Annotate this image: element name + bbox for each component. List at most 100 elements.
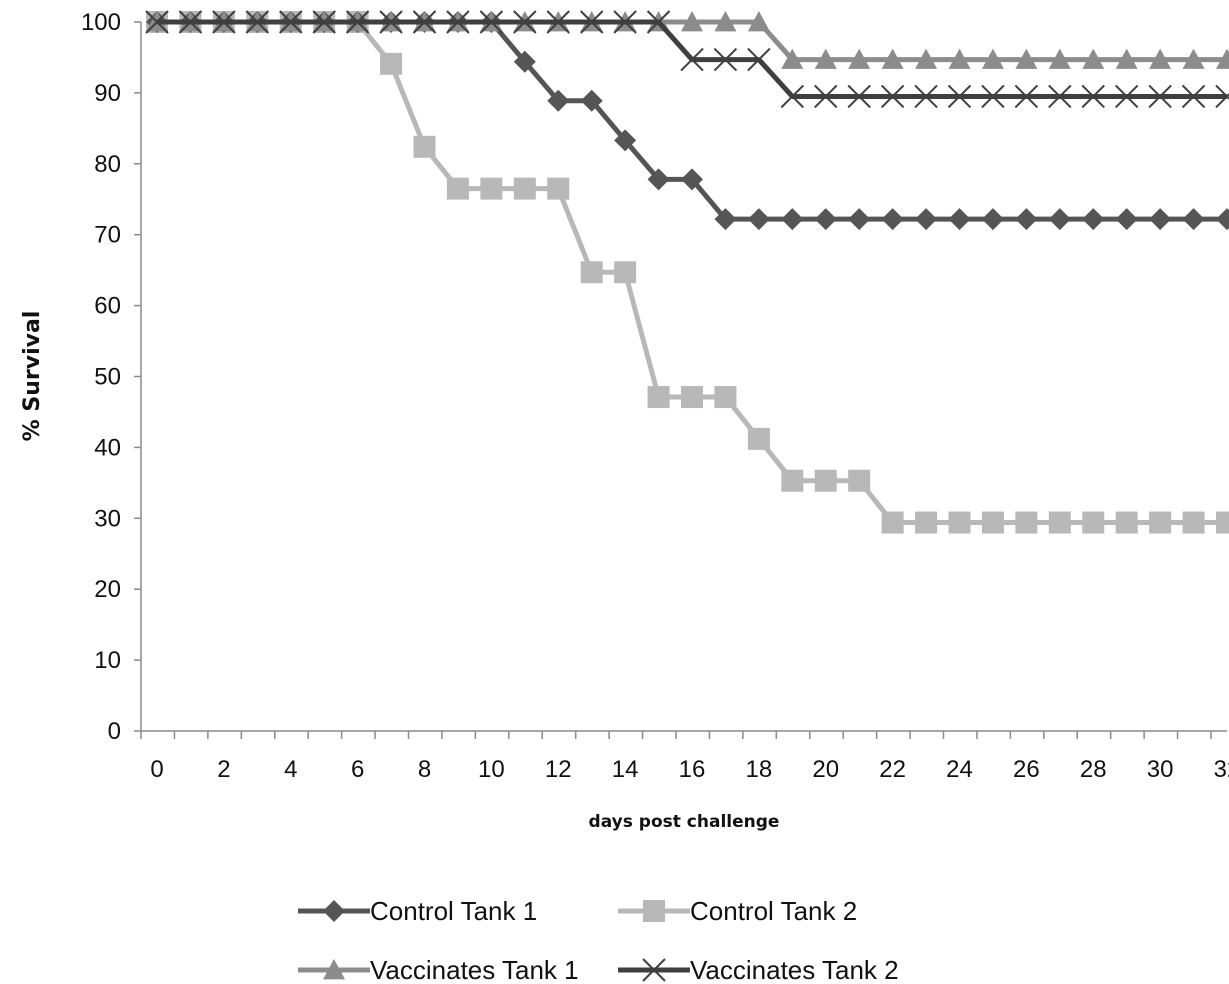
legend-item: Control Tank 2 [618,896,857,926]
x-tick-label: 26 [1013,756,1040,783]
data-point [1149,48,1172,69]
x-tick-label: 18 [746,756,773,783]
data-point [1115,208,1138,231]
data-point [1148,84,1172,109]
data-point [1215,84,1229,109]
data-point [747,11,770,32]
data-point [747,47,771,72]
data-point [1149,208,1172,231]
data-point [1115,48,1138,69]
data-point [547,177,570,200]
x-tick-label: 32 [1214,756,1229,783]
data-point [145,10,169,34]
data-point [781,48,804,69]
data-point [1015,208,1038,231]
data-point [714,208,737,231]
x-tick-label: 22 [879,756,906,783]
y-tick-label: 90 [94,80,121,107]
data-point [814,469,837,492]
legend-item: Vaccinates Tank 1 [298,955,579,984]
data-point [178,10,203,34]
data-point [948,48,971,69]
data-point [948,208,971,231]
data-point [848,208,871,231]
data-point [1216,208,1229,231]
data-point [1081,84,1105,109]
data-point [680,47,704,72]
data-point [681,386,703,409]
x-tick-label: 14 [612,756,639,783]
series-layer [145,10,1229,534]
data-point [446,10,470,34]
x-tick-label: 2 [217,756,230,783]
data-point [245,10,270,34]
data-point [915,208,938,231]
data-point [947,84,972,109]
data-point [981,208,1004,231]
legend-marker [323,900,345,922]
legend-marker [323,959,345,980]
data-point [915,511,938,534]
data-point [580,261,603,284]
data-point [781,469,804,492]
data-point [312,10,336,34]
data-point [781,208,804,231]
data-point [981,84,1005,109]
legend-label: Vaccinates Tank 2 [690,955,899,984]
data-point [647,386,670,409]
data-point [279,10,303,34]
data-point [915,48,938,69]
x-tick-label: 12 [545,756,572,783]
x-tick-label: 0 [150,756,163,783]
y-tick-label: 40 [94,434,121,461]
y-axis-label: % Survival [20,311,45,442]
data-point [881,511,904,534]
data-point [546,10,570,34]
data-point [380,52,403,75]
data-point [847,84,871,109]
y-tick-label: 100 [81,9,121,36]
data-point [547,89,570,112]
data-point [345,10,370,34]
data-point [848,48,871,69]
y-tick-label: 30 [94,505,121,532]
x-tick-label: 8 [418,756,431,783]
y-tick-label: 80 [94,151,121,178]
data-point [1182,208,1205,231]
data-point [1181,84,1206,109]
x-tick-label: 4 [284,756,297,783]
data-point [513,177,536,200]
data-point [1048,511,1071,534]
data-point [1015,48,1038,69]
data-point [814,208,837,231]
data-point [479,10,504,34]
data-point [981,511,1004,534]
data-point [614,129,637,152]
legend-item: Vaccinates Tank 2 [618,955,899,984]
x-tick-label: 30 [1147,756,1174,783]
series-control-tank-1 [146,11,1229,231]
legend-label: Control Tank 2 [690,896,857,926]
x-tick-label: 16 [679,756,706,783]
data-point [646,10,671,34]
data-point [1014,84,1039,109]
y-tick-label: 50 [94,364,121,391]
data-point [1115,511,1138,534]
x-axis-label: days post challenge [589,812,780,832]
data-point [580,89,603,112]
x-tick-label: 20 [812,756,839,783]
data-point [1114,84,1139,109]
data-point [1048,208,1071,231]
data-point [713,47,738,72]
data-point [513,50,536,73]
data-point [614,261,637,284]
data-point [681,11,703,32]
legend-label: Control Tank 1 [370,896,537,926]
data-point [1216,511,1229,534]
data-point [880,84,905,109]
data-point [413,135,436,158]
legend-marker [643,900,665,922]
data-point [613,10,637,34]
data-point [881,208,904,231]
